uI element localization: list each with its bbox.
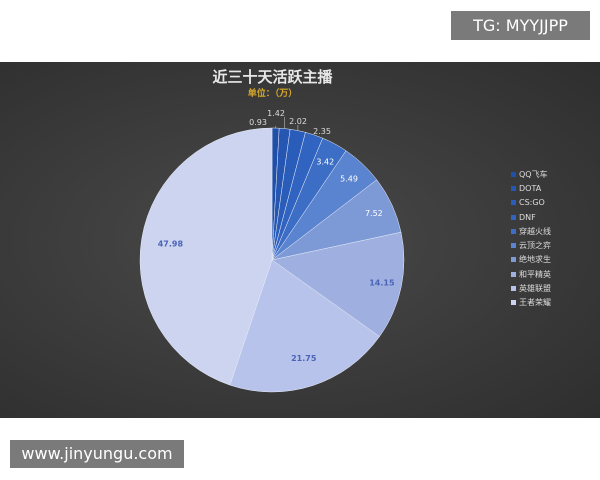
legend-swatch (511, 286, 516, 292)
legend-swatch (511, 300, 516, 306)
pie-slice-7 (271, 231, 405, 337)
legend-label: 和平精英 (519, 269, 551, 279)
legend-item: QQ飞车 (511, 167, 551, 181)
legend-label: DNF (519, 212, 536, 222)
legend-label: 王者荣耀 (519, 298, 551, 308)
data-label-8: 21.75 (291, 354, 317, 363)
data-label-1: 1.42 (267, 109, 285, 118)
legend-swatch (511, 271, 516, 277)
data-label-4: 3.42 (316, 157, 334, 166)
legend-swatch (511, 171, 516, 177)
legend-label: 云顶之弈 (519, 241, 551, 251)
data-label-2: 2.02 (289, 117, 307, 126)
legend: QQ飞车 DOTA CS:GO DNF 穿越火线云顶之弈绝地求生和平精英英雄联盟王者荣耀 (511, 167, 551, 310)
legend-swatch (511, 200, 516, 206)
legend-item: 王者荣耀 (511, 296, 551, 310)
data-label-6: 7.52 (365, 209, 383, 218)
chart-subtitle: 单位：（万） (247, 89, 298, 99)
legend-swatch (511, 185, 516, 191)
data-label-0: 0.93 (249, 118, 267, 127)
pie-slice-9 (139, 127, 273, 386)
legend-item: DOTA (511, 181, 551, 195)
legend-label: 绝地求生 (519, 255, 551, 265)
legend-item: 云顶之弈 (511, 238, 551, 252)
legend-item: 绝地求生 (511, 253, 551, 267)
data-label-9: 47.98 (158, 239, 184, 248)
legend-swatch (511, 228, 516, 234)
legend-swatch (511, 257, 516, 263)
pie-slice-8 (229, 259, 380, 393)
legend-swatch (511, 243, 516, 249)
watermark-top: TG: MYYJJPP (451, 11, 590, 40)
data-label-3: 2.35 (313, 127, 331, 136)
legend-item: 和平精英 (511, 267, 551, 281)
legend-label: CS:GO (519, 198, 545, 208)
legend-item: 英雄联盟 (511, 281, 551, 295)
legend-label: 英雄联盟 (519, 284, 551, 294)
watermark-bottom: www.jinyungu.com (10, 440, 184, 468)
chart-title: 近三十天活跃主播 (212, 68, 333, 86)
legend-label: QQ飞车 (519, 169, 548, 179)
data-label-7: 14.15 (369, 279, 395, 288)
legend-label: 穿越火线 (519, 226, 551, 236)
legend-item: CS:GO (511, 196, 551, 210)
legend-item: 穿越火线 (511, 224, 551, 238)
data-label-5: 5.49 (340, 174, 358, 183)
legend-swatch (511, 214, 516, 220)
legend-item: DNF (511, 210, 551, 224)
legend-label: DOTA (519, 183, 542, 193)
